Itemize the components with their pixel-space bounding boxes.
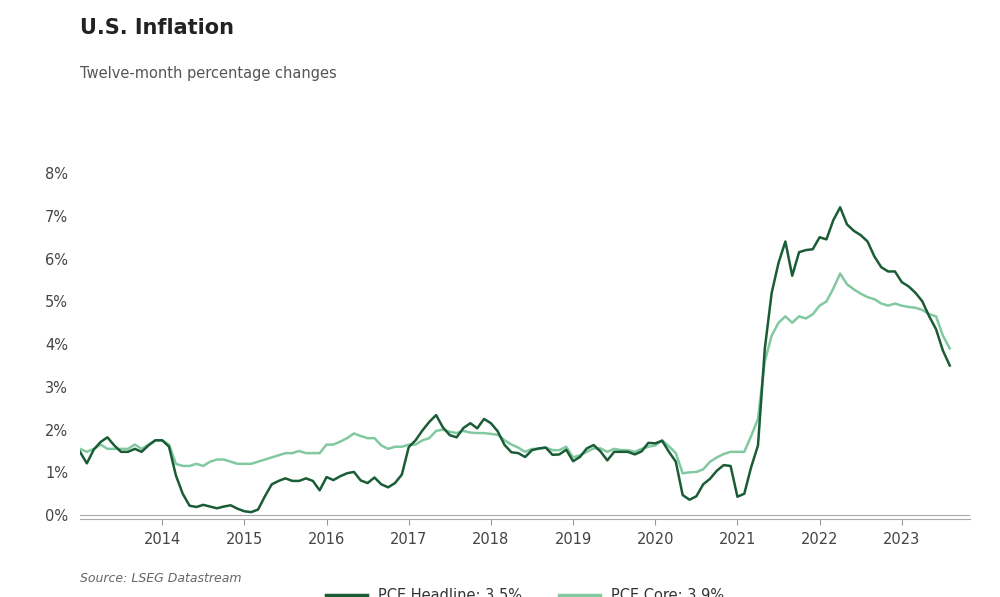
Text: U.S. Inflation: U.S. Inflation bbox=[80, 18, 234, 38]
Text: Twelve-month percentage changes: Twelve-month percentage changes bbox=[80, 66, 337, 81]
Text: Source: LSEG Datastream: Source: LSEG Datastream bbox=[80, 572, 242, 585]
Legend: PCE Headline: 3.5%, PCE Core: 3.9%: PCE Headline: 3.5%, PCE Core: 3.9% bbox=[320, 583, 730, 597]
